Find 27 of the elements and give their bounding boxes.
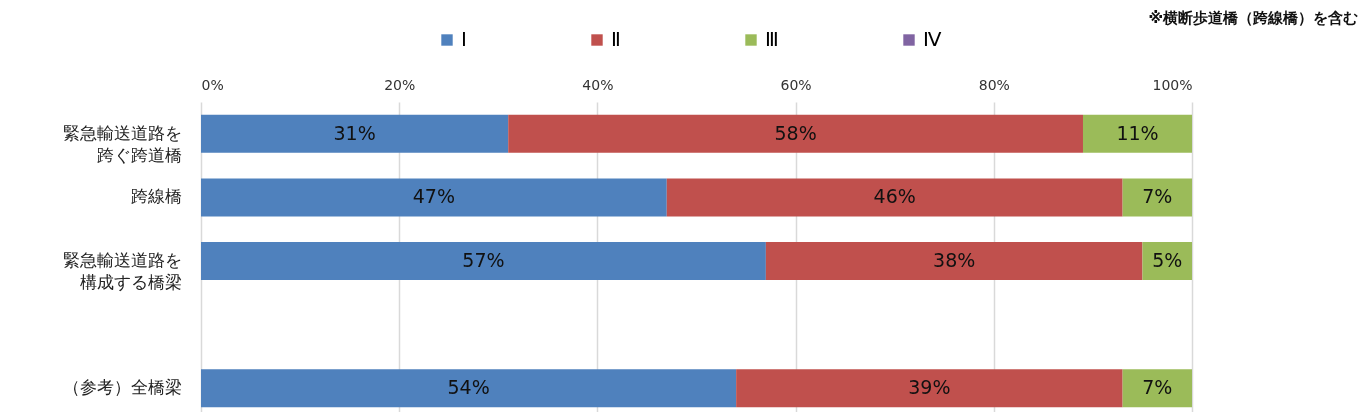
- data-label: 46%: [873, 185, 916, 208]
- x-tick-label: 60%: [780, 76, 812, 93]
- legend-label: Ⅱ: [611, 27, 621, 51]
- data-label: 54%: [447, 376, 490, 399]
- legend-label: Ⅳ: [923, 27, 942, 51]
- x-tick-label: 40%: [582, 76, 614, 93]
- legend-label: Ⅲ: [765, 27, 779, 51]
- data-label: 11%: [1116, 121, 1159, 144]
- y-tick-label: 跨線橋: [130, 186, 182, 207]
- y-tick-label: 緊急輸送道路を跨ぐ跨道橋: [62, 122, 182, 165]
- x-tick-label: 100%: [1152, 76, 1193, 93]
- data-label: 58%: [774, 121, 817, 144]
- data-label: 7%: [1142, 376, 1173, 399]
- data-label: 39%: [908, 376, 951, 399]
- x-tick-label: 80%: [978, 76, 1010, 93]
- legend-label: Ⅰ: [461, 27, 467, 51]
- data-label: 47%: [412, 185, 455, 208]
- data-label: 5%: [1152, 249, 1183, 271]
- y-tick-label: 緊急輸送道路を構成する橋梁: [62, 250, 182, 292]
- x-tick-label: 20%: [384, 76, 416, 93]
- y-tick-label: （参考）全橋梁: [62, 377, 182, 398]
- text: ※横断歩道橋（跨線橋）を含む: [1148, 9, 1358, 27]
- data-label: 7%: [1142, 185, 1173, 208]
- data-label: 31%: [333, 121, 376, 144]
- x-tick-label: 0%: [201, 76, 224, 93]
- data-label: 38%: [933, 249, 976, 271]
- data-label: 57%: [462, 249, 505, 271]
